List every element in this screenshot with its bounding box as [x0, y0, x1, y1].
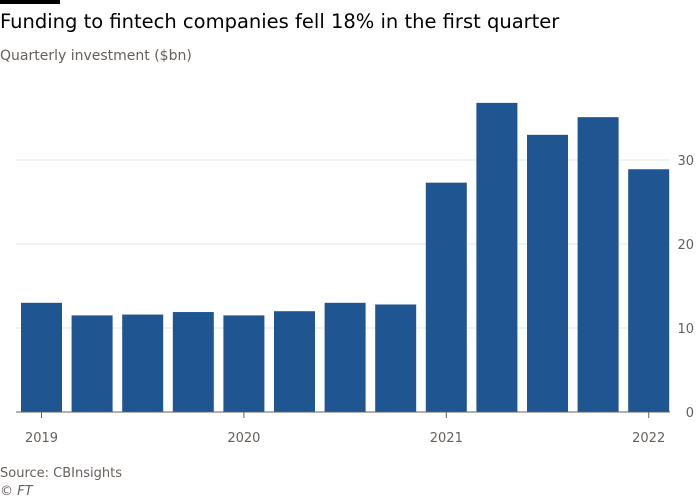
bar: [628, 169, 670, 412]
bar: [476, 102, 518, 412]
bar: [223, 315, 265, 412]
chart-subtitle: Quarterly investment ($bn): [0, 48, 192, 64]
bar: [324, 302, 366, 412]
y-tick-label: 0: [686, 406, 694, 421]
ft-brand-bar: [0, 0, 60, 4]
credit-note: © FT: [0, 484, 33, 499]
y-tick-label: 30: [677, 154, 694, 169]
bar: [122, 314, 164, 412]
source-note: Source: CBInsights: [0, 466, 122, 481]
x-tick-label: 2019: [25, 431, 58, 446]
bar: [527, 134, 568, 413]
bar: [274, 311, 315, 412]
bar: [21, 302, 62, 412]
x-tick-label: 2020: [227, 431, 260, 446]
bar: [577, 117, 619, 412]
bar: [375, 304, 417, 412]
axes: 0 10 20 30 2019 2020 2021 2022: [16, 154, 694, 446]
x-tick-label: 2021: [430, 431, 463, 446]
bar: [71, 315, 113, 412]
bar: [172, 312, 214, 412]
chart-title: Funding to fintech companies fell 18% in…: [0, 10, 560, 33]
x-tick-label: 2022: [632, 431, 665, 446]
y-tick-label: 10: [677, 322, 694, 337]
bars: [21, 102, 670, 413]
y-tick-label: 20: [677, 238, 694, 253]
bar: [425, 182, 467, 412]
